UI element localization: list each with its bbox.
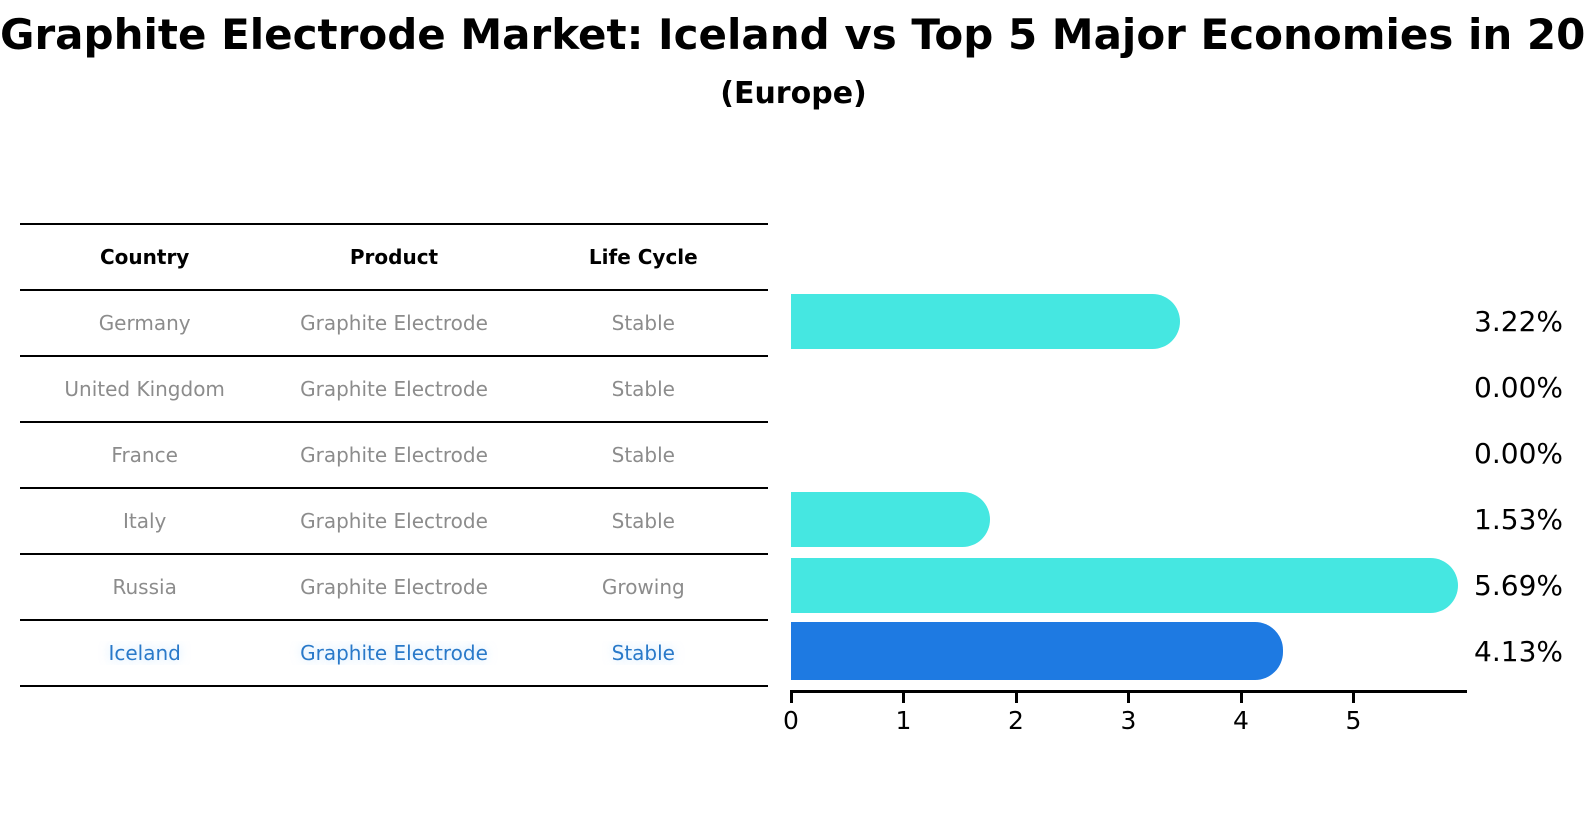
country-cell: France — [111, 443, 178, 467]
bar-chart: 0 1 2 3 4 5 — [783, 289, 1471, 739]
x-axis-tick-label: 4 — [1233, 706, 1249, 735]
table-row: Russia Graphite Electrode Growing — [20, 553, 768, 619]
product-cell: Graphite Electrode — [300, 575, 488, 599]
x-axis-tick-label: 0 — [783, 706, 799, 735]
lifecycle-cell: Stable — [611, 377, 675, 401]
product-cell: Graphite Electrode — [300, 641, 488, 665]
x-axis-tick-label: 2 — [1008, 706, 1024, 735]
country-cell: Iceland — [108, 641, 181, 665]
value-label-united-kingdom: 0.00% — [1474, 371, 1563, 404]
lifecycle-cell: Stable — [611, 443, 675, 467]
value-label-russia: 5.69% — [1474, 569, 1563, 602]
table-row: Iceland Graphite Electrode Stable — [20, 619, 768, 685]
tick-mark — [1239, 690, 1243, 703]
column-header-country: Country — [99, 245, 190, 269]
value-label-column: 3.22% 0.00% 0.00% 1.53% 5.69% 4.13% — [1474, 289, 1563, 685]
bar-italy — [791, 492, 991, 547]
country-cell: United Kingdom — [64, 377, 225, 401]
tick-mark — [1352, 690, 1355, 703]
chart-subtitle: (Europe) — [720, 76, 867, 111]
tick-mark — [902, 690, 905, 703]
lifecycle-cell: Stable — [611, 509, 675, 533]
table-row: United Kingdom Graphite Electrode Stable — [20, 355, 768, 421]
country-cell: Italy — [122, 509, 167, 533]
x-axis-tick: 4 — [1219, 690, 1263, 735]
column-header-lifecycle: Life Cycle — [588, 245, 698, 269]
x-axis-tick: 5 — [1332, 690, 1376, 735]
table-row: Italy Graphite Electrode Stable — [20, 487, 768, 553]
x-axis-tick: 3 — [1107, 690, 1151, 735]
x-axis-tick: 1 — [882, 690, 926, 735]
bar-russia — [791, 558, 1459, 613]
product-cell: Graphite Electrode — [300, 443, 488, 467]
product-cell: Graphite Electrode — [300, 311, 488, 335]
x-axis-tick-label: 1 — [895, 706, 912, 735]
lifecycle-cell: Growing — [601, 575, 685, 599]
bar-iceland — [791, 622, 1283, 680]
product-cell: Graphite Electrode — [300, 509, 488, 533]
country-cell: Russia — [112, 575, 177, 599]
table-row: France Graphite Electrode Stable — [20, 421, 768, 487]
x-axis-tick: 0 — [769, 690, 813, 735]
value-label-france: 0.00% — [1474, 437, 1563, 470]
x-axis-tick-label: 3 — [1120, 706, 1137, 735]
column-header-product: Product — [349, 245, 439, 269]
tick-mark — [1014, 690, 1018, 703]
product-cell: Graphite Electrode — [300, 377, 488, 401]
value-label-italy: 1.53% — [1474, 503, 1563, 536]
table-header-row: Country Product Life Cycle — [20, 223, 768, 289]
lifecycle-cell: Stable — [611, 641, 675, 665]
table-row: Germany Graphite Electrode Stable — [20, 289, 768, 355]
x-axis-tick-label: 5 — [1345, 706, 1362, 735]
value-label-iceland: 4.13% — [1474, 635, 1563, 668]
bar-germany — [791, 294, 1181, 349]
tick-mark — [789, 690, 793, 703]
tick-mark — [1127, 690, 1130, 703]
lifecycle-cell: Stable — [611, 311, 675, 335]
value-label-germany: 3.22% — [1474, 305, 1563, 338]
chart-title: Graphite Electrode Market: Iceland vs To… — [0, 10, 1587, 59]
country-table: Country Product Life Cycle Germany Graph… — [20, 223, 768, 687]
country-cell: Germany — [98, 311, 191, 335]
x-axis-tick: 2 — [994, 690, 1038, 735]
